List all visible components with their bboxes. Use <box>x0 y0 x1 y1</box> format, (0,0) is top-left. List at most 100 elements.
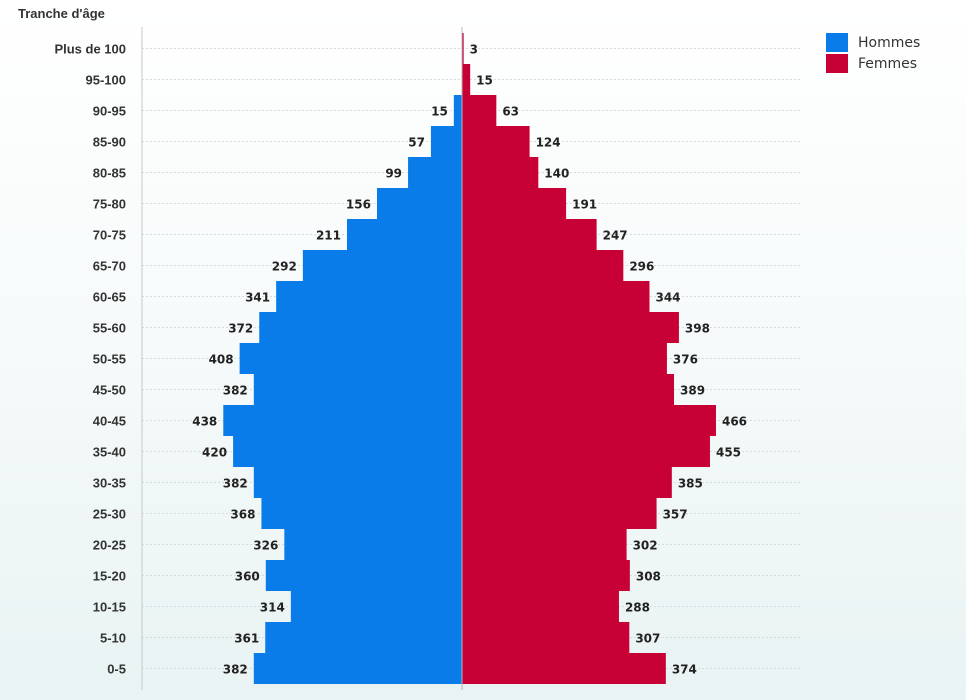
y-tick-label: Plus de 100 <box>54 42 126 57</box>
y-tick-label: 10-15 <box>93 600 126 615</box>
bar-hommes-25-30 <box>261 498 462 529</box>
data-label-femmes: 191 <box>572 198 597 212</box>
y-tick-label: 30-35 <box>93 476 126 491</box>
data-label-hommes: 360 <box>235 570 260 584</box>
data-label-femmes: 398 <box>685 322 710 336</box>
legend-label-hommes: Hommes <box>858 34 921 51</box>
bar-femmes-35-40 <box>462 436 710 467</box>
data-label-hommes: 438 <box>192 415 217 429</box>
data-label-femmes: 466 <box>722 415 747 429</box>
y-tick-label: 40-45 <box>93 414 126 429</box>
bar-hommes-75-80 <box>376 188 462 219</box>
data-label-hommes: 156 <box>346 198 371 212</box>
bar-femmes-45-50 <box>462 374 675 405</box>
data-label-femmes: 374 <box>672 663 697 677</box>
bar-femmes-60-65 <box>462 281 650 312</box>
y-tick-label: 70-75 <box>93 228 126 243</box>
y-axis-title: Tranche d'âge <box>18 6 105 21</box>
y-tick-label: 95-100 <box>86 73 126 88</box>
bar-femmes-5-10 <box>462 622 630 653</box>
bar-femmes-10-15 <box>462 591 619 622</box>
bar-femmes-75-80 <box>462 188 567 219</box>
bar-hommes-35-40 <box>233 436 462 467</box>
bar-hommes-90-95 <box>453 95 462 126</box>
data-label-hommes: 314 <box>260 601 285 615</box>
bar-hommes-45-50 <box>253 374 462 405</box>
legend-swatch-femmes <box>826 54 848 73</box>
data-labels: 3 15 15 63 57 124 99 140 156 191 211 247 292 296 341 34… <box>192 43 747 677</box>
data-label-hommes: 326 <box>253 539 278 553</box>
data-label-hommes: 361 <box>234 632 259 646</box>
bar-hommes-80-85 <box>408 157 462 188</box>
data-label-hommes: 420 <box>202 446 227 460</box>
data-label-hommes: 382 <box>223 663 248 677</box>
y-tick-label: 5-10 <box>100 631 126 646</box>
y-tick-label: 85-90 <box>93 135 126 150</box>
data-label-femmes: 3 <box>470 43 478 57</box>
bar-hommes-50-55 <box>239 343 462 374</box>
y-tick-label: 80-85 <box>93 166 126 181</box>
data-label-femmes: 124 <box>536 136 561 150</box>
bar-femmes-95-100 <box>462 64 471 95</box>
bar-hommes-5-10 <box>265 622 462 653</box>
data-label-femmes: 302 <box>633 539 658 553</box>
data-label-hommes: 408 <box>209 353 234 367</box>
bar-hommes-40-45 <box>223 405 462 436</box>
data-label-femmes: 288 <box>625 601 650 615</box>
bar-femmes-70-75 <box>462 219 597 250</box>
data-label-hommes: 292 <box>272 260 297 274</box>
data-label-femmes: 15 <box>476 74 493 88</box>
data-label-hommes: 368 <box>230 508 255 522</box>
data-label-femmes: 307 <box>635 632 660 646</box>
axis-lines <box>141 27 463 690</box>
bar-femmes-90-95 <box>462 95 497 126</box>
data-label-femmes: 247 <box>603 229 628 243</box>
legend-swatch-hommes <box>826 33 848 52</box>
bar-femmes-30-35 <box>462 467 672 498</box>
bars-layer <box>223 33 716 684</box>
bar-hommes-0-5 <box>253 653 462 684</box>
bar-hommes-20-25 <box>284 529 462 560</box>
y-tick-label: 90-95 <box>93 104 126 119</box>
bar-femmes-Plus de 100 <box>462 33 464 64</box>
bar-hommes-65-70 <box>302 250 462 281</box>
data-label-hommes: 341 <box>245 291 270 305</box>
bar-femmes-80-85 <box>462 157 539 188</box>
bar-hommes-30-35 <box>253 467 462 498</box>
y-tick-label: 0-5 <box>107 662 126 677</box>
y-tick-label: 15-20 <box>93 569 126 584</box>
bar-femmes-55-60 <box>462 312 679 343</box>
bar-femmes-0-5 <box>462 653 666 684</box>
data-label-femmes: 376 <box>673 353 698 367</box>
y-tick-label: 55-60 <box>93 321 126 336</box>
data-label-hommes: 382 <box>223 477 248 491</box>
y-tick-label: 35-40 <box>93 445 126 460</box>
bar-femmes-65-70 <box>462 250 624 281</box>
data-label-hommes: 372 <box>228 322 253 336</box>
data-label-femmes: 389 <box>680 384 705 398</box>
data-label-femmes: 344 <box>655 291 680 305</box>
y-tick-label: 65-70 <box>93 259 126 274</box>
bar-femmes-40-45 <box>462 405 716 436</box>
bar-hommes-70-75 <box>347 219 462 250</box>
data-label-hommes: 382 <box>223 384 248 398</box>
data-label-hommes: 99 <box>385 167 402 181</box>
data-label-femmes: 308 <box>636 570 661 584</box>
bar-hommes-15-20 <box>265 560 462 591</box>
bar-femmes-85-90 <box>462 126 530 157</box>
y-tick-label: 75-80 <box>93 197 126 212</box>
bar-hommes-85-90 <box>430 126 462 157</box>
bar-hommes-60-65 <box>276 281 462 312</box>
y-tick-label: 25-30 <box>93 507 126 522</box>
data-label-hommes: 57 <box>408 136 425 150</box>
data-label-femmes: 385 <box>678 477 703 491</box>
bar-femmes-50-55 <box>462 343 667 374</box>
legend-label-femmes: Femmes <box>858 55 918 72</box>
legend-item-femmes: Femmes <box>826 53 920 74</box>
data-label-hommes: 211 <box>316 229 341 243</box>
y-tick-label: 50-55 <box>93 352 126 367</box>
bar-femmes-15-20 <box>462 560 630 591</box>
data-label-femmes: 296 <box>629 260 654 274</box>
data-label-hommes: 15 <box>431 105 448 119</box>
